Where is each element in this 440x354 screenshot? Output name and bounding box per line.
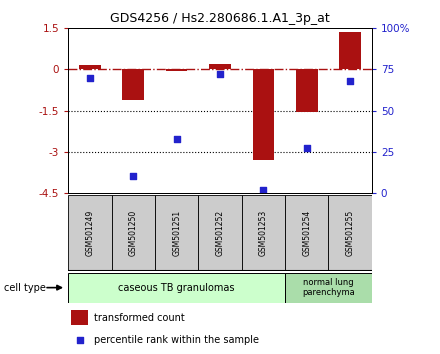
Bar [285,273,372,303]
Bar [253,69,274,160]
Point [86,75,93,81]
Bar [166,69,187,71]
Text: GSM501249: GSM501249 [85,210,95,256]
Point [347,78,354,84]
Bar [198,195,242,271]
Point [303,145,310,151]
Text: GSM501255: GSM501255 [345,210,355,256]
Bar [328,195,372,271]
Bar [296,69,318,112]
Point [173,136,180,142]
Point [76,337,83,343]
Bar [209,64,231,69]
Text: GSM501251: GSM501251 [172,210,181,256]
Text: normal lung
parenchyma: normal lung parenchyma [302,278,355,297]
Point [130,173,137,179]
Text: GSM501250: GSM501250 [129,210,138,256]
Bar [122,69,144,100]
Point [216,72,224,77]
Bar [68,195,112,271]
Bar [339,33,361,69]
Text: caseous TB granulomas: caseous TB granulomas [118,282,235,293]
Text: transformed count: transformed count [94,313,185,323]
Point [260,187,267,193]
Text: GSM501252: GSM501252 [216,210,224,256]
Text: percentile rank within the sample: percentile rank within the sample [94,335,259,346]
Bar [79,65,101,69]
Bar [68,273,285,303]
Text: cell type: cell type [4,282,46,293]
Text: GSM501253: GSM501253 [259,210,268,256]
Text: GDS4256 / Hs2.280686.1.A1_3p_at: GDS4256 / Hs2.280686.1.A1_3p_at [110,12,330,25]
Bar [242,195,285,271]
Bar [285,195,328,271]
Bar [112,195,155,271]
Text: GSM501254: GSM501254 [302,210,311,256]
Bar [71,310,88,325]
Bar [155,195,198,271]
